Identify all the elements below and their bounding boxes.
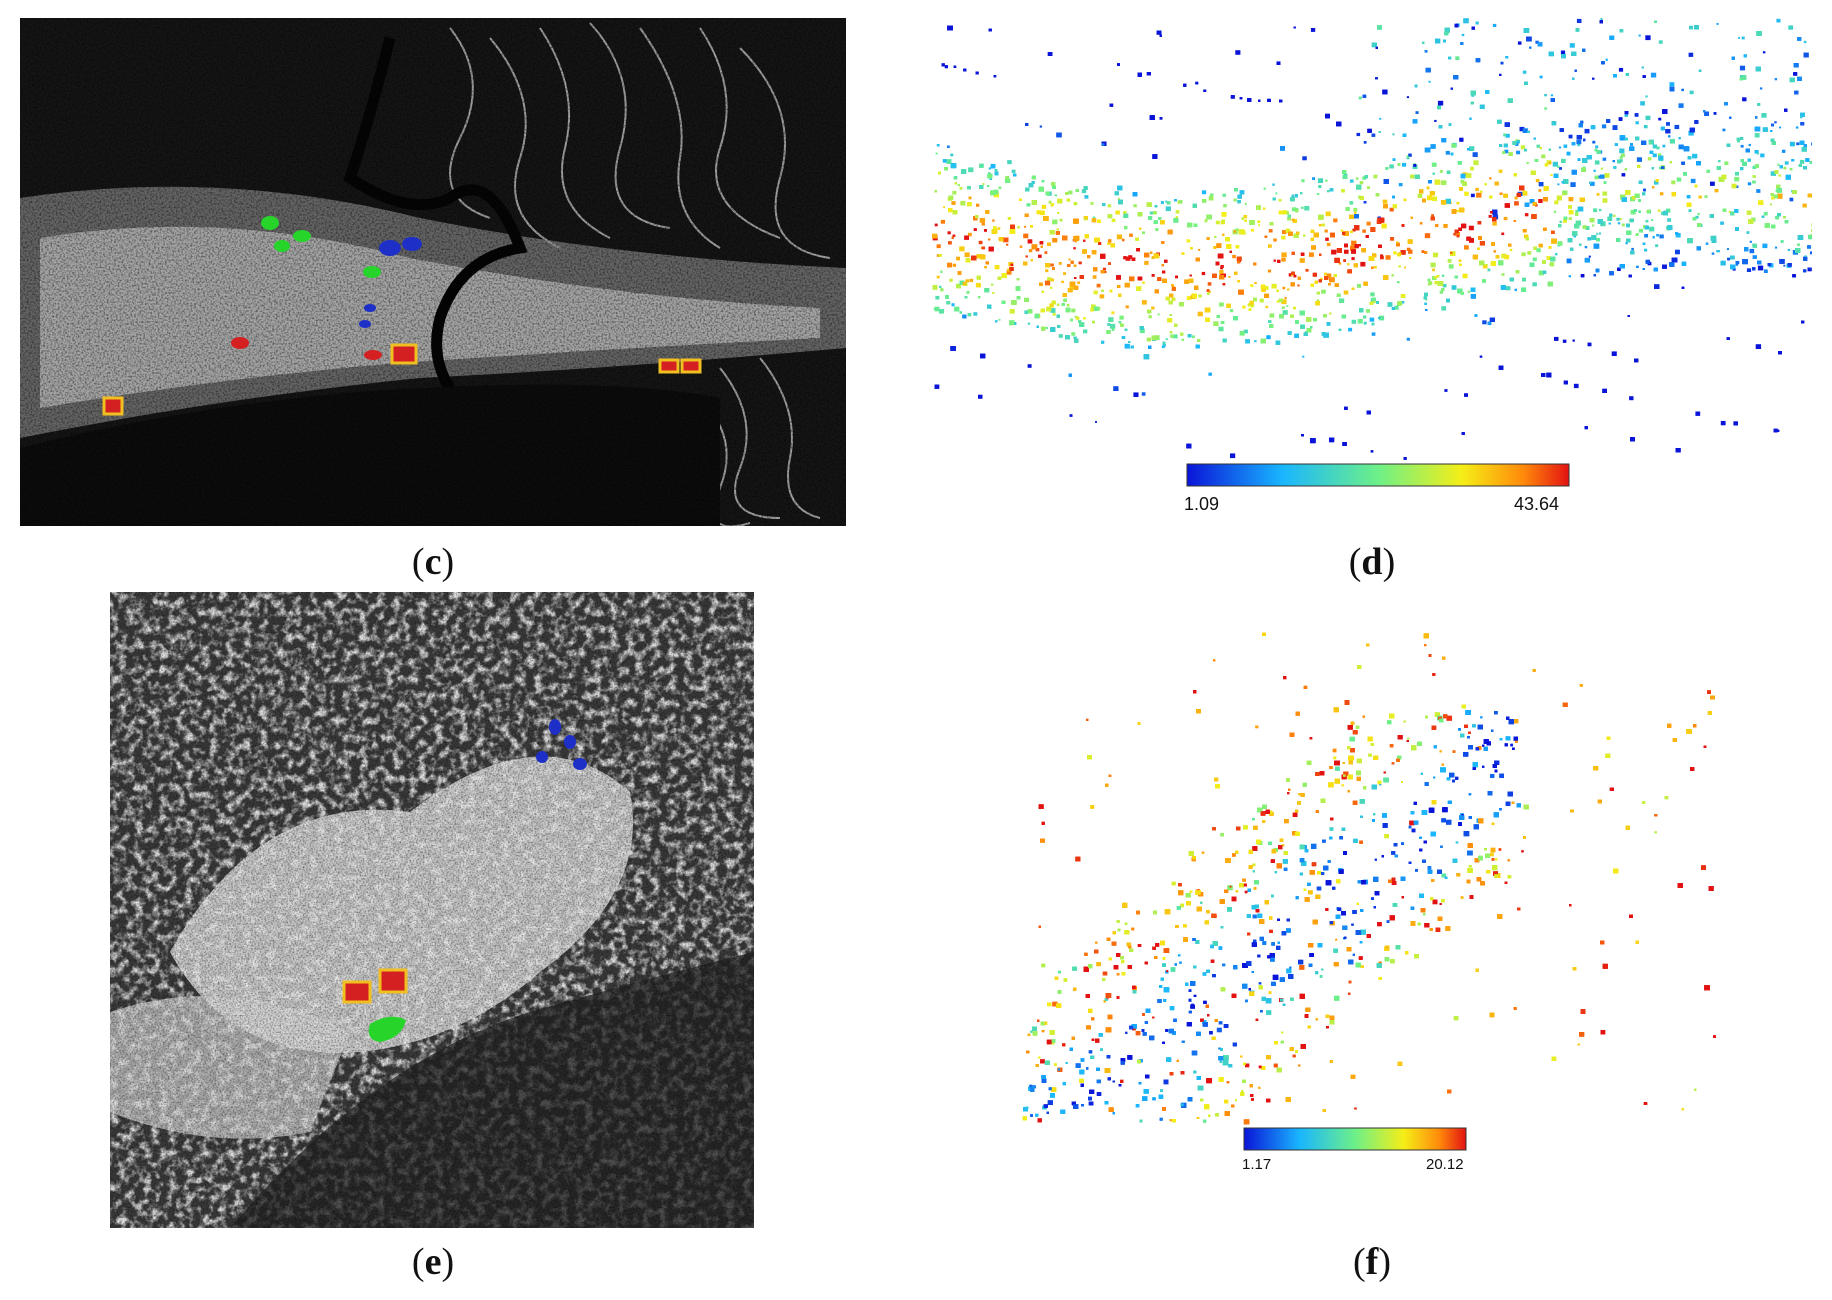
- heatmap-f: [1022, 630, 1722, 1188]
- panel-d-heatmap: 1.09 43.64: [932, 18, 1812, 526]
- colorbar-f-max-label: 20.12: [1426, 1156, 1464, 1173]
- colorbar-d-min-label: 1.09: [1184, 494, 1220, 514]
- sar-image-e: [110, 592, 754, 1228]
- green-markers-e: [368, 1016, 406, 1042]
- colorbar-f: [1243, 1127, 1467, 1151]
- panel-e-sar-image: [110, 592, 754, 1228]
- caption-e: (e): [411, 1241, 455, 1283]
- heatmap-d-pixels: [932, 18, 1812, 460]
- caption-f: (f): [1353, 1241, 1391, 1283]
- heatmap-d: [932, 18, 1812, 526]
- red-markers-c: [102, 337, 702, 416]
- caption-c: (c): [411, 541, 455, 583]
- caption-d: (d): [1348, 541, 1396, 583]
- green-markers-c: [261, 216, 381, 278]
- panel-c-sar-image: [20, 18, 846, 526]
- colorbar-d: [1186, 463, 1570, 487]
- panel-f-heatmap: 1.17 20.12: [1022, 630, 1722, 1188]
- blue-markers-e: [536, 719, 587, 770]
- red-markers-e: [342, 968, 408, 1004]
- blue-markers-c: [359, 237, 422, 328]
- colorbar-f-min-label: 1.17: [1242, 1156, 1272, 1173]
- colorbar-d-max-label: 43.64: [1514, 494, 1560, 514]
- sar-image-c: [20, 18, 846, 526]
- heatmap-f-pixels: [1022, 632, 1716, 1125]
